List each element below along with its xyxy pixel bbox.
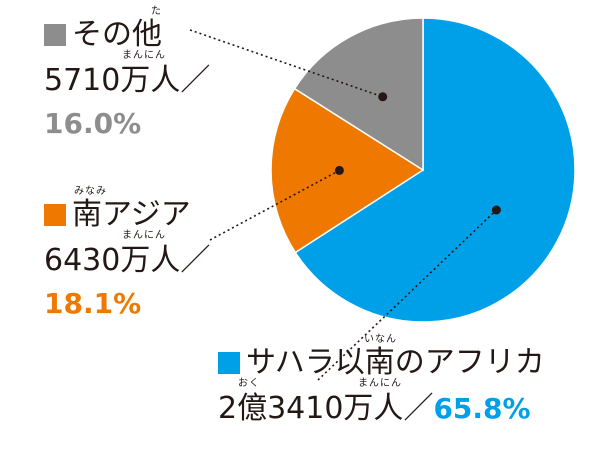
label-other-amount-block: まんにん 5710万人／ xyxy=(44,50,210,98)
leader-lines xyxy=(189,29,501,381)
label-south-asia-amount-block: まんにん 6430万人／ xyxy=(44,230,210,278)
legend-swatch-other xyxy=(44,24,66,46)
ruby-south-asia-minami: みなみ xyxy=(74,186,107,197)
separator-africa: ／ xyxy=(403,391,434,426)
label-africa: いなん サハラ以南のアフリカ おく まんにん 2億3410万人／65.8% xyxy=(218,334,545,426)
label-south-asia-row: 南アジア xyxy=(44,198,210,232)
leader-dot-africa xyxy=(491,205,501,215)
label-africa-name: サハラ以南のアフリカ xyxy=(246,345,545,380)
pie-slice-other xyxy=(293,17,424,172)
label-other: た その他 まんにん 5710万人／ 16.0% xyxy=(44,6,210,140)
label-other-amount-row: 5710万人／ xyxy=(44,52,210,98)
label-other-amount: 5710万人 xyxy=(44,63,181,98)
pie-slices xyxy=(270,17,576,323)
leader-line-other xyxy=(189,29,383,98)
label-africa-percent: 65.8% xyxy=(433,392,531,425)
pie-slice-south-asia xyxy=(270,87,425,254)
label-south-asia-amount: 6430万人 xyxy=(44,243,181,278)
leader-line-africa xyxy=(317,209,497,381)
pie-slice-africa xyxy=(294,17,576,323)
legend-swatch-south-asia xyxy=(44,204,66,226)
label-other-row: その他 xyxy=(44,18,210,52)
ruby-africa-mannin: まんにん xyxy=(358,378,402,389)
label-africa-amount-row: 2億3410万人／65.8% xyxy=(218,380,545,426)
leader-dot-south-asia xyxy=(334,165,344,175)
label-africa-amount-block: おく まんにん 2億3410万人／65.8% xyxy=(218,378,545,426)
ruby-south-asia-mannin: まんにん xyxy=(122,230,166,241)
separator-south-asia: ／ xyxy=(180,243,211,278)
ruby-africa-inan: いなん xyxy=(364,334,397,345)
label-south-asia-name: 南アジア xyxy=(72,197,191,232)
label-africa-row: サハラ以南のアフリカ xyxy=(218,346,545,380)
legend-swatch-africa xyxy=(218,352,240,374)
label-africa-amount: 2億3410万人 xyxy=(218,391,404,426)
ruby-africa-oku: おく xyxy=(238,378,260,389)
label-south-asia-amount-row: 6430万人／ xyxy=(44,232,210,278)
label-south-asia: みなみ 南アジア まんにん 6430万人／ 18.1% xyxy=(44,186,210,320)
label-south-asia-percent: 18.1% xyxy=(44,287,142,320)
ruby-other-ta: た xyxy=(151,6,162,17)
label-other-name: その他 xyxy=(72,17,162,52)
leader-dot-other xyxy=(378,92,388,102)
separator-other: ／ xyxy=(180,63,211,98)
ruby-other-mannin: まんにん xyxy=(122,50,166,61)
label-other-percent: 16.0% xyxy=(44,107,142,140)
